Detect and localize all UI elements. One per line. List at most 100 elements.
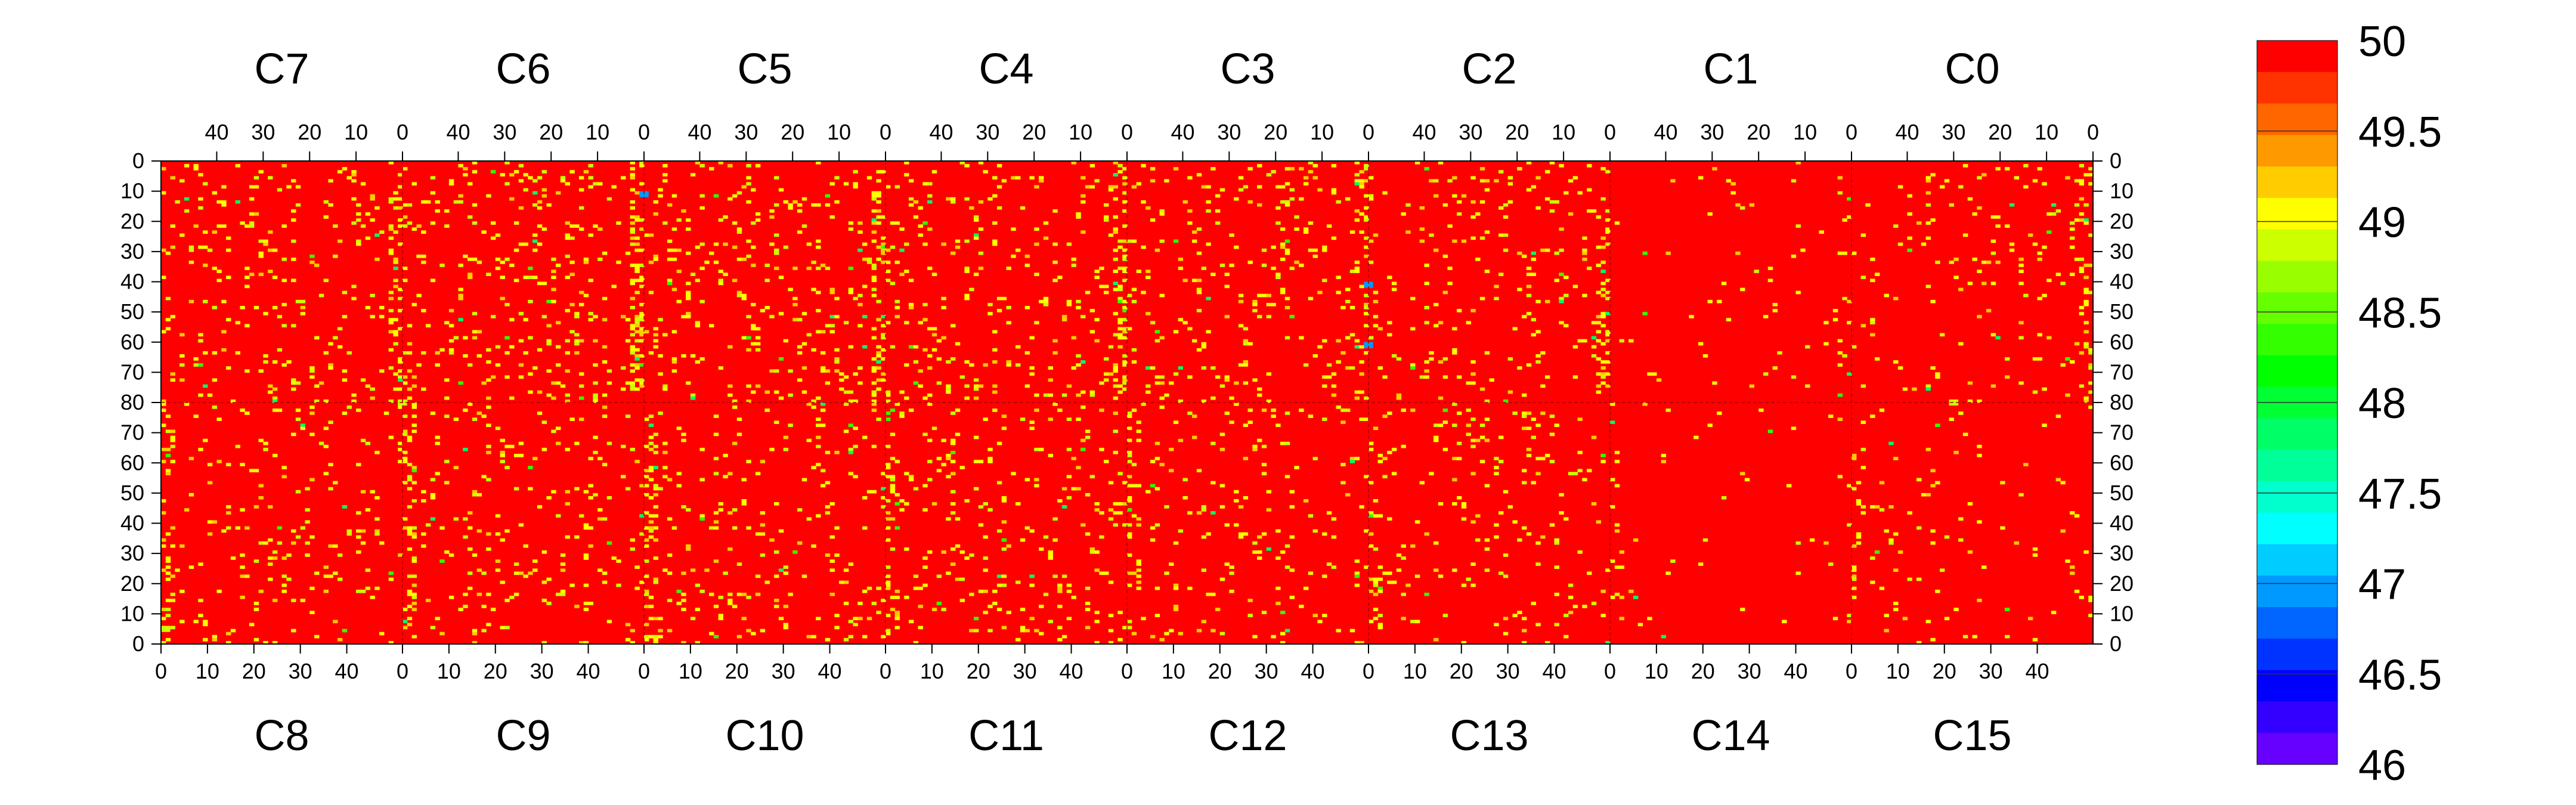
heatmap-cell (1856, 535, 1862, 539)
heatmap-cell (1522, 411, 1527, 415)
heatmap-cell (370, 218, 375, 222)
heatmap-cell (2005, 375, 2010, 379)
heatmap-cell (458, 608, 463, 611)
heatmap-cell (286, 577, 292, 581)
heatmap-cell (235, 200, 241, 204)
heatmap-cell (1373, 233, 1379, 237)
heatmap-cell (969, 287, 974, 292)
heatmap-cell (1094, 270, 1100, 273)
heatmap-cell (1391, 580, 1397, 584)
heatmap-cell (1104, 203, 1109, 207)
heatmap-cell (1791, 179, 1797, 183)
heatmap-cell (407, 532, 413, 536)
heatmap-cell (927, 182, 933, 186)
heatmap-cell (1122, 248, 1128, 252)
heatmap-cell (560, 553, 566, 557)
heatmap-cell (458, 381, 463, 385)
heatmap-cell (1219, 447, 1225, 451)
heatmap-cell (983, 568, 988, 572)
heatmap-cell (495, 233, 501, 237)
heatmap-cell (314, 399, 320, 403)
heatmap-cell (588, 185, 593, 189)
heatmap-cell (328, 420, 333, 425)
heatmap-cell (1359, 230, 1364, 234)
heatmap-cell (453, 417, 459, 421)
heatmap-cell (1990, 333, 1996, 337)
heatmap-cell (1354, 218, 1360, 222)
heatmap-cell (2042, 423, 2047, 428)
heatmap-cell (546, 393, 552, 397)
y-tick-label-left: 60 (120, 330, 144, 354)
heatmap-cell (1317, 188, 1323, 192)
heatmap-cell (1977, 399, 1982, 403)
heatmap-cell (871, 287, 877, 292)
heatmap-cell (556, 264, 561, 267)
heatmap-cell (398, 197, 403, 201)
heatmap-cell (1141, 617, 1146, 621)
heatmap-cell (1364, 194, 1369, 198)
heatmap-cell (1842, 251, 1847, 255)
heatmap-cell (1066, 583, 1072, 587)
heatmap-cell (964, 239, 970, 243)
heatmap-cell (411, 227, 417, 231)
heatmap-cell (1387, 275, 1392, 280)
heatmap-cell (973, 384, 979, 388)
heatmap-cell (1884, 293, 1889, 298)
heatmap-cell (1076, 306, 1081, 309)
heatmap-cell (1061, 393, 1067, 397)
heatmap-cell (950, 411, 956, 415)
heatmap-cell (1150, 218, 1156, 222)
heatmap-cell (463, 592, 468, 596)
heatmap-cell (1605, 296, 1611, 301)
heatmap-cell (161, 568, 166, 572)
heatmap-cell (291, 218, 296, 222)
heatmap-cell (1823, 321, 1829, 324)
heatmap-cell (467, 273, 473, 276)
heatmap-cell (1531, 481, 1536, 485)
heatmap-cell (1452, 457, 1457, 460)
heatmap-cell (351, 221, 357, 225)
heatmap-cell (476, 529, 482, 533)
heatmap-cell (1034, 393, 1039, 397)
heatmap-cell (1438, 396, 1444, 400)
heatmap-cell (1424, 281, 1429, 286)
heatmap-cell (871, 275, 877, 280)
heatmap-cell (1187, 511, 1193, 515)
heatmap-cell (881, 599, 886, 602)
heatmap-cell (713, 242, 719, 246)
heatmap-cell (583, 553, 589, 557)
heatmap-cell (574, 224, 580, 228)
heatmap-cell (1429, 351, 1434, 355)
heatmap-cell (941, 242, 946, 246)
heatmap-cell (987, 447, 993, 451)
heatmap-cell (1071, 366, 1076, 370)
heatmap-cell (346, 529, 352, 533)
heatmap-cell (188, 565, 194, 569)
heatmap-cell (161, 330, 166, 334)
heatmap-cell (170, 574, 175, 578)
heatmap-cell (648, 414, 654, 418)
heatmap-cell (1104, 372, 1109, 376)
heatmap-cell (741, 499, 747, 503)
heatmap-cell (662, 568, 668, 572)
heatmap-cell (597, 517, 603, 521)
heatmap-cell (314, 336, 320, 340)
heatmap-cell (1247, 420, 1253, 425)
heatmap-cell (1605, 278, 1611, 283)
heatmap-cell (170, 544, 175, 548)
heatmap-cell (913, 381, 919, 385)
heatmap-cell (1661, 634, 1667, 639)
heatmap-cell (1261, 293, 1267, 298)
heatmap-cell (1108, 580, 1114, 584)
heatmap-cell (1726, 179, 1732, 183)
heatmap-cell (569, 302, 575, 306)
heatmap-cell (1730, 182, 1736, 186)
heatmap-cell (421, 309, 426, 312)
heatmap-cell (1001, 414, 1007, 418)
heatmap-cell (1206, 330, 1211, 334)
chip-label-bottom: C14 (1691, 712, 1770, 760)
heatmap-cell (1340, 351, 1346, 355)
heatmap-cell (662, 466, 668, 469)
heatmap-cell (249, 469, 255, 473)
heatmap-cell (295, 381, 301, 385)
